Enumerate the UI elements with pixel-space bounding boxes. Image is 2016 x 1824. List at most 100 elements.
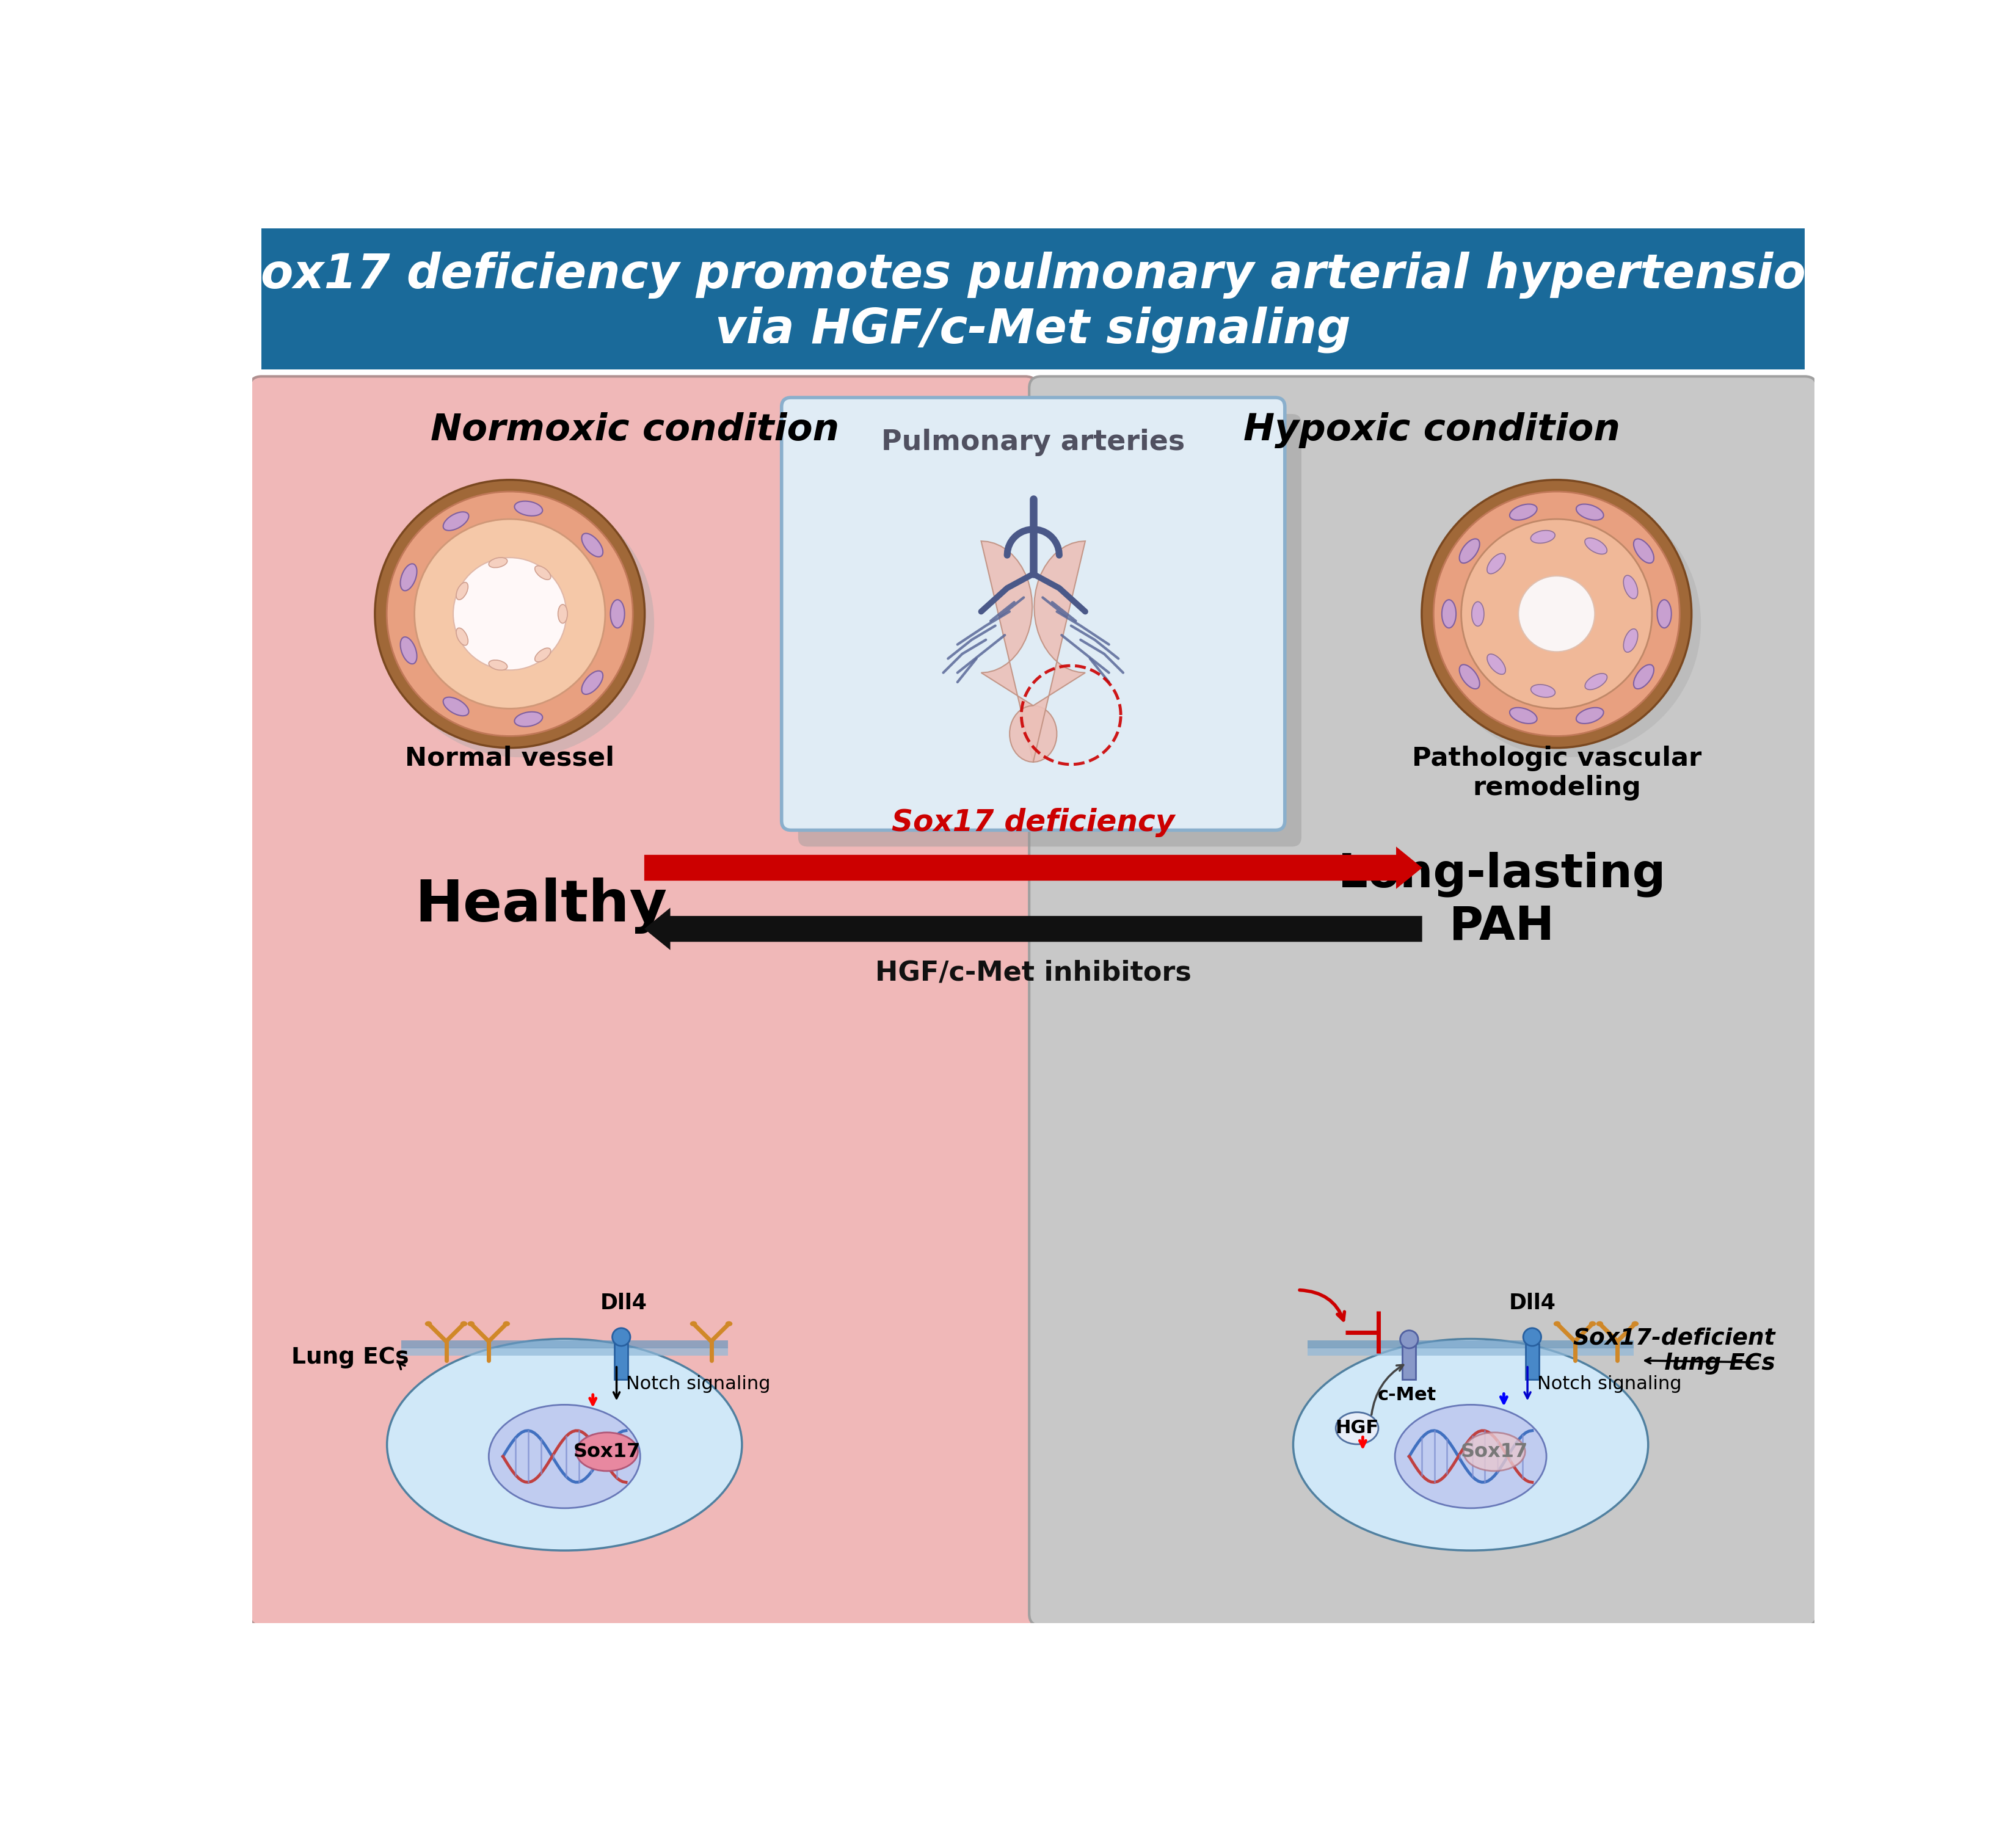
FancyArrow shape [645,908,1421,950]
Ellipse shape [1589,1321,1597,1326]
Ellipse shape [1631,1321,1639,1326]
Ellipse shape [1623,629,1637,653]
Bar [615,1344,627,1379]
Ellipse shape [415,520,605,708]
Text: Notch signaling: Notch signaling [1536,1375,1681,1394]
Ellipse shape [1510,708,1536,724]
Ellipse shape [488,558,508,567]
Polygon shape [1010,542,1085,762]
Ellipse shape [1633,538,1653,564]
Text: Pulmonary arteries: Pulmonary arteries [881,429,1185,456]
Ellipse shape [1585,538,1607,554]
Text: Healthy: Healthy [415,877,667,934]
Text: HGF/c-Met inhibitors: HGF/c-Met inhibitors [875,959,1191,985]
Text: Sox17: Sox17 [1462,1443,1528,1461]
Ellipse shape [385,489,653,757]
Text: via HGF/c-Met signaling: via HGF/c-Met signaling [716,306,1351,352]
Ellipse shape [1441,600,1456,627]
Text: Normal vessel: Normal vessel [405,746,615,772]
FancyBboxPatch shape [782,398,1284,830]
Ellipse shape [1401,1330,1417,1348]
Ellipse shape [1520,578,1593,649]
Ellipse shape [401,637,417,664]
FancyBboxPatch shape [798,414,1302,846]
FancyBboxPatch shape [250,376,1036,1625]
Ellipse shape [577,1432,637,1470]
Ellipse shape [1464,1432,1524,1470]
Ellipse shape [502,1321,510,1326]
Text: Dll4: Dll4 [1508,1293,1556,1313]
Text: c-Met: c-Met [1377,1386,1435,1404]
Ellipse shape [1395,1404,1546,1508]
Ellipse shape [1657,600,1671,627]
Ellipse shape [726,1321,732,1326]
Ellipse shape [468,1321,474,1326]
FancyArrow shape [645,846,1421,888]
Ellipse shape [1597,1321,1603,1326]
Ellipse shape [375,480,645,748]
Text: Notch signaling: Notch signaling [627,1375,770,1394]
Ellipse shape [387,492,633,737]
Ellipse shape [514,502,542,516]
Text: Lung ECs: Lung ECs [290,1346,409,1368]
Bar [1403,1344,1415,1379]
Ellipse shape [1633,664,1653,689]
Ellipse shape [456,582,468,600]
Ellipse shape [444,697,470,715]
Text: Sox17-deficient
lung ECs: Sox17-deficient lung ECs [1572,1326,1776,1373]
Text: Sox17 deficiency: Sox17 deficiency [891,808,1175,837]
Ellipse shape [1524,1328,1540,1346]
Ellipse shape [1518,576,1595,651]
Bar [401,1341,728,1348]
Ellipse shape [1292,1339,1649,1550]
Text: Hypoxic condition: Hypoxic condition [1244,412,1621,449]
Bar [1308,1341,1633,1348]
Ellipse shape [1421,480,1691,748]
Ellipse shape [1623,575,1637,598]
Ellipse shape [444,513,470,531]
Ellipse shape [1577,503,1603,520]
Text: Pathologic vascular
remodeling: Pathologic vascular remodeling [1411,746,1702,801]
Ellipse shape [454,558,566,669]
Ellipse shape [1472,602,1484,626]
Ellipse shape [1460,538,1480,564]
Ellipse shape [1510,503,1536,520]
Ellipse shape [534,648,550,662]
Bar [1526,1344,1538,1379]
Polygon shape [982,542,1056,762]
Ellipse shape [456,627,468,646]
Bar [1308,1348,1633,1355]
Ellipse shape [534,565,550,580]
Ellipse shape [611,600,625,627]
Text: Sox17 deficiency promotes pulmonary arterial hypertension: Sox17 deficiency promotes pulmonary arte… [226,252,1841,299]
Ellipse shape [514,711,542,726]
Ellipse shape [1554,1321,1560,1326]
Ellipse shape [689,1321,698,1326]
Ellipse shape [1530,684,1554,697]
Ellipse shape [488,660,508,669]
FancyBboxPatch shape [1030,376,1816,1625]
Ellipse shape [1460,664,1480,689]
Text: HGF: HGF [1335,1419,1379,1437]
Ellipse shape [1433,492,1679,737]
Text: Dll4: Dll4 [601,1293,647,1313]
Text: Long-lasting
PAH: Long-lasting PAH [1339,852,1665,950]
Ellipse shape [1585,673,1607,689]
Ellipse shape [1462,520,1651,708]
Ellipse shape [613,1328,631,1346]
Ellipse shape [583,671,603,695]
Ellipse shape [1431,489,1702,757]
Ellipse shape [558,604,566,624]
Text: Normoxic condition: Normoxic condition [431,412,839,449]
Ellipse shape [1488,655,1506,675]
Ellipse shape [387,1339,742,1550]
Ellipse shape [1337,1412,1379,1445]
Ellipse shape [401,564,417,591]
Ellipse shape [460,1321,468,1326]
Ellipse shape [583,533,603,556]
Ellipse shape [1530,531,1554,544]
Ellipse shape [425,1321,431,1326]
Bar [401,1348,728,1355]
Ellipse shape [488,1404,641,1508]
Ellipse shape [1488,553,1506,575]
